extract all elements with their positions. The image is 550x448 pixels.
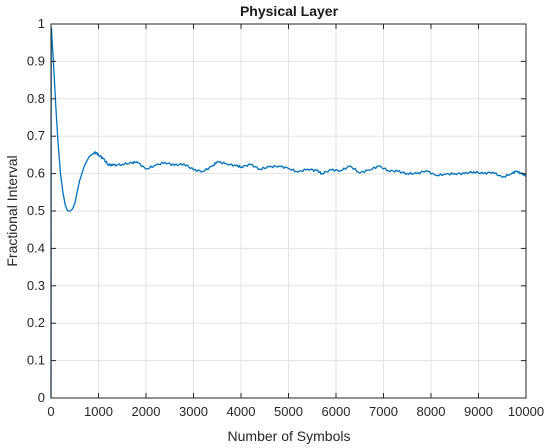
y-tick-label: 0.6 — [27, 166, 45, 181]
x-tick-label: 1000 — [84, 404, 113, 419]
y-tick-label: 0.2 — [27, 315, 45, 330]
y-tick-label: 0.7 — [27, 128, 45, 143]
y-tick-label: 0.1 — [27, 353, 45, 368]
grid — [51, 24, 526, 398]
chart-title: Physical Layer — [240, 3, 339, 19]
x-tick-label: 6000 — [322, 404, 351, 419]
x-axis-label: Number of Symbols — [228, 428, 351, 444]
data-series-line — [50, 27, 527, 399]
y-axis-label: Fractional Interval — [4, 155, 20, 266]
x-tick-label: 10000 — [508, 404, 544, 419]
ticks — [50, 23, 527, 399]
x-tick-label: 4000 — [227, 404, 256, 419]
x-tick-label: 5000 — [274, 404, 303, 419]
y-tick-label: 0.4 — [27, 240, 45, 255]
x-tick-labels: 0 1000 2000 3000 4000 5000 6000 7000 8000 9000 100… — [47, 404, 544, 419]
x-tick-label: 0 — [47, 404, 54, 419]
y-tick-label: 0.5 — [27, 203, 45, 218]
y-tick-label: 0.9 — [27, 53, 45, 68]
x-tick-label: 2000 — [132, 404, 161, 419]
x-tick-label: 7000 — [369, 404, 398, 419]
x-tick-label: 9000 — [464, 404, 493, 419]
y-tick-label: 1 — [38, 16, 45, 31]
x-tick-label: 3000 — [179, 404, 208, 419]
y-tick-labels: 0 0.1 0.2 0.3 0.4 0.5 0.6 0.7 0.8 0.9 1 — [27, 16, 45, 405]
plot-area — [50, 27, 527, 399]
x-tick-label: 8000 — [417, 404, 446, 419]
y-tick-label: 0.8 — [27, 91, 45, 106]
y-tick-label: 0 — [38, 390, 45, 405]
y-tick-label: 0.3 — [27, 278, 45, 293]
